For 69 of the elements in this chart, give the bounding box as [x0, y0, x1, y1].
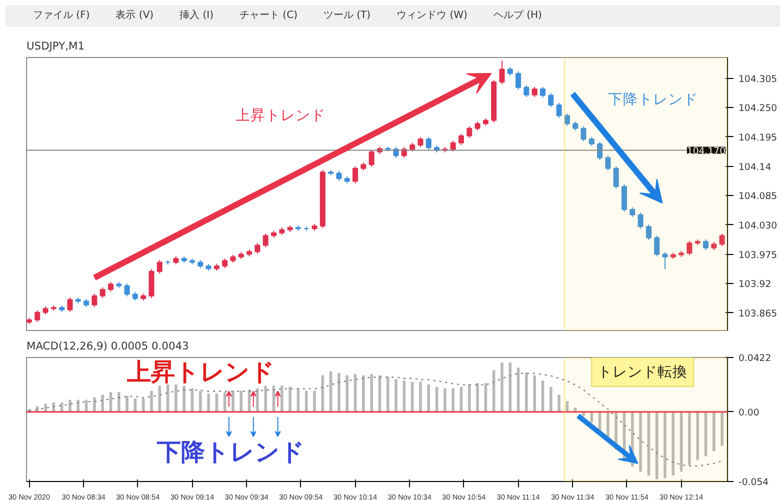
candlestick [532, 86, 538, 98]
text: 表示 (V) [116, 10, 154, 21]
candlestick [466, 126, 472, 139]
candlestick [524, 84, 530, 98]
y-tick-label: 0.0422 [738, 353, 772, 364]
candlestick [597, 141, 603, 160]
y-tick-label: -0.054 [738, 477, 769, 488]
candlestick [572, 120, 578, 132]
candlestick [426, 136, 432, 150]
y-tick-label: 104.305 [738, 74, 778, 85]
annotation: 上昇トレンド [236, 107, 326, 124]
candlestick [516, 70, 522, 90]
candlestick [556, 102, 562, 118]
annotation: 上昇トレンド [126, 358, 276, 386]
candlestick [703, 238, 709, 250]
candlestick [719, 232, 725, 247]
annotation: 下降トレンド [156, 438, 305, 466]
y-tick-label: 104.085 [738, 191, 778, 202]
candlestick [564, 112, 570, 126]
candlestick [580, 126, 586, 142]
ref-line-label: 104.170 [686, 146, 726, 157]
candlestick [34, 310, 40, 322]
y-tick-label: 104.195 [738, 132, 778, 144]
candlestick [654, 235, 660, 257]
candlestick [662, 252, 668, 270]
candlestick [450, 140, 456, 152]
candlestick [108, 281, 114, 292]
text: ファイル (F) [33, 10, 90, 21]
candlestick [124, 283, 130, 297]
annotation: トレンド転換 [598, 363, 688, 380]
candlestick [254, 242, 260, 254]
text: 挿入 (I) [180, 10, 214, 21]
text: ツール (T) [323, 10, 371, 21]
candlestick [548, 92, 554, 108]
candlestick [499, 60, 505, 85]
y-tick-label: 104.030 [738, 220, 778, 232]
candlestick [67, 296, 73, 312]
y-tick-label: 103.975 [738, 250, 778, 261]
candlestick [100, 286, 106, 298]
y-tick-label: 104.14 [738, 162, 772, 173]
candlestick [156, 260, 162, 274]
y-tick-label: 103.92 [738, 279, 772, 290]
y-tick-label: 0.00 [738, 407, 760, 418]
candlestick [588, 136, 594, 147]
candlestick [613, 166, 619, 190]
chart-title: USDJPY,M1 [26, 40, 84, 52]
candlestick [638, 212, 644, 230]
y-tick-label: 104.250 [738, 103, 778, 114]
text: チャート (C) [240, 10, 298, 21]
candlestick [540, 86, 546, 98]
annotation: 下降トレンド [608, 91, 698, 108]
candlestick [262, 232, 268, 248]
text: ヘルプ (H) [493, 10, 542, 21]
candlestick [630, 206, 636, 218]
candlestick [605, 155, 611, 172]
candlestick [92, 293, 98, 308]
chart-title: MACD(12,26,9) 0.0005 0.0043 [26, 340, 189, 352]
candlestick [222, 258, 228, 269]
candlestick [368, 149, 374, 168]
candlestick [621, 184, 628, 212]
candlestick [352, 166, 358, 184]
y-tick-label: 103.865 [738, 308, 778, 320]
candlestick [686, 240, 692, 256]
text: ウィンドウ (W) [396, 10, 468, 21]
candlestick [646, 224, 652, 240]
candlestick [418, 136, 424, 148]
candlestick [474, 120, 480, 132]
candlestick [458, 133, 464, 146]
candlestick [336, 170, 342, 182]
